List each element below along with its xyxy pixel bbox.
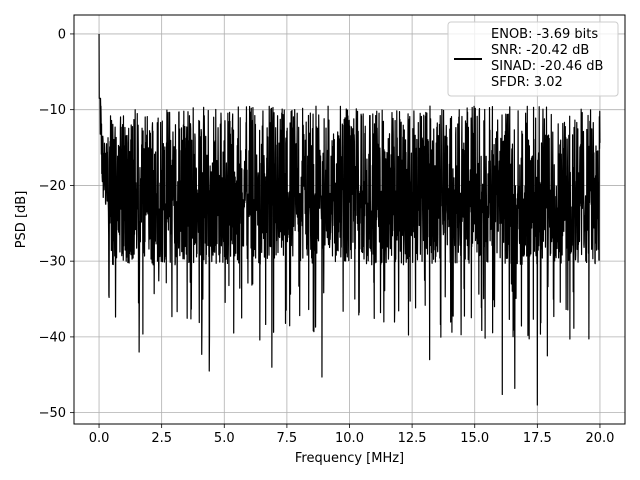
- y-tick-label: −40: [39, 330, 66, 345]
- psd-series: [98, 33, 601, 406]
- x-tick-label: 0.0: [89, 431, 110, 446]
- x-tick-label: 5.0: [214, 431, 235, 446]
- x-tick-label: 10.0: [335, 431, 364, 446]
- x-tick-label: 20.0: [585, 431, 614, 446]
- legend-box: [447, 21, 619, 97]
- x-axis-label: Frequency [MHz]: [295, 451, 404, 466]
- x-tick-label: 15.0: [460, 431, 489, 446]
- y-tick-label: −10: [39, 103, 66, 118]
- legend-entry-enob: ENOB: -3.69 bits: [491, 27, 598, 42]
- legend-entry-snr: SNR: -20.42 dB: [491, 43, 589, 58]
- y-axis-ticks: 0 −10 −20 −30 −40 −50: [39, 27, 74, 421]
- x-tick-label: 7.5: [277, 431, 298, 446]
- y-tick-label: 0: [58, 27, 66, 42]
- x-tick-label: 12.5: [398, 431, 427, 446]
- x-tick-label: 17.5: [523, 431, 552, 446]
- x-axis-ticks: 0.0 2.5 5.0 7.5 10.0 12.5 15.0 17.5 20.0: [89, 424, 614, 446]
- y-tick-label: −50: [39, 406, 66, 421]
- psd-line: [98, 33, 601, 406]
- y-tick-label: −20: [39, 179, 66, 194]
- legend-entry-sfdr: SFDR: 3.02: [491, 75, 563, 90]
- y-axis-label: PSD [dB]: [14, 191, 29, 249]
- x-tick-label: 2.5: [151, 431, 172, 446]
- legend-entry-sinad: SINAD: -20.46 dB: [491, 59, 603, 74]
- y-tick-label: −30: [39, 255, 66, 270]
- legend: ENOB: -3.69 bits SNR: -20.42 dB SINAD: -…: [447, 21, 619, 97]
